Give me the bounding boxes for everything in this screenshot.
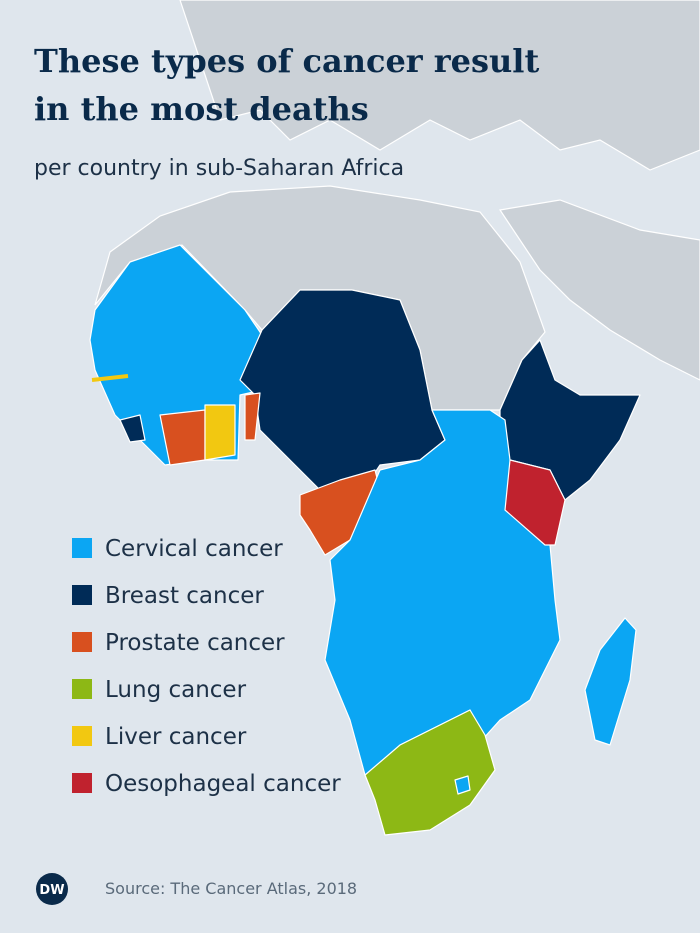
- legend-swatch: [72, 632, 92, 652]
- title-line: in the most deaths: [34, 90, 369, 128]
- country-region: [364, 709, 496, 836]
- legend-swatch: [72, 538, 92, 558]
- legend-swatch: [72, 726, 92, 746]
- legend-swatch: [72, 773, 92, 793]
- logo-badge: [36, 873, 68, 905]
- country-region: [324, 409, 561, 781]
- legend-label: Lung cancer: [105, 677, 247, 703]
- legend-swatch: [72, 585, 92, 605]
- background-land: [94, 0, 700, 411]
- legend-label: Liver cancer: [105, 724, 247, 750]
- africa-map: [89, 244, 641, 836]
- country-region: [119, 414, 146, 443]
- title-line: These types of cancer result: [34, 42, 539, 80]
- legend-label: Oesophageal cancer: [105, 771, 341, 797]
- legend-label: Prostate cancer: [105, 630, 285, 656]
- country-region: [504, 459, 566, 546]
- legend-label: Breast cancer: [105, 583, 264, 609]
- gambia: [91, 374, 129, 382]
- country-region: [244, 392, 261, 441]
- country-region: [454, 775, 471, 795]
- logo: DW: [39, 883, 64, 898]
- legend: Cervical cancer Breast cancer Prostate can…: [72, 536, 341, 797]
- legend-swatch: [72, 679, 92, 699]
- country-region: [584, 617, 637, 746]
- subtitle: per country in sub-Saharan Africa: [34, 156, 404, 181]
- source: Source: The Cancer Atlas, 2018: [105, 879, 357, 898]
- legend-label: Cervical cancer: [105, 536, 283, 562]
- country-region: [204, 404, 236, 461]
